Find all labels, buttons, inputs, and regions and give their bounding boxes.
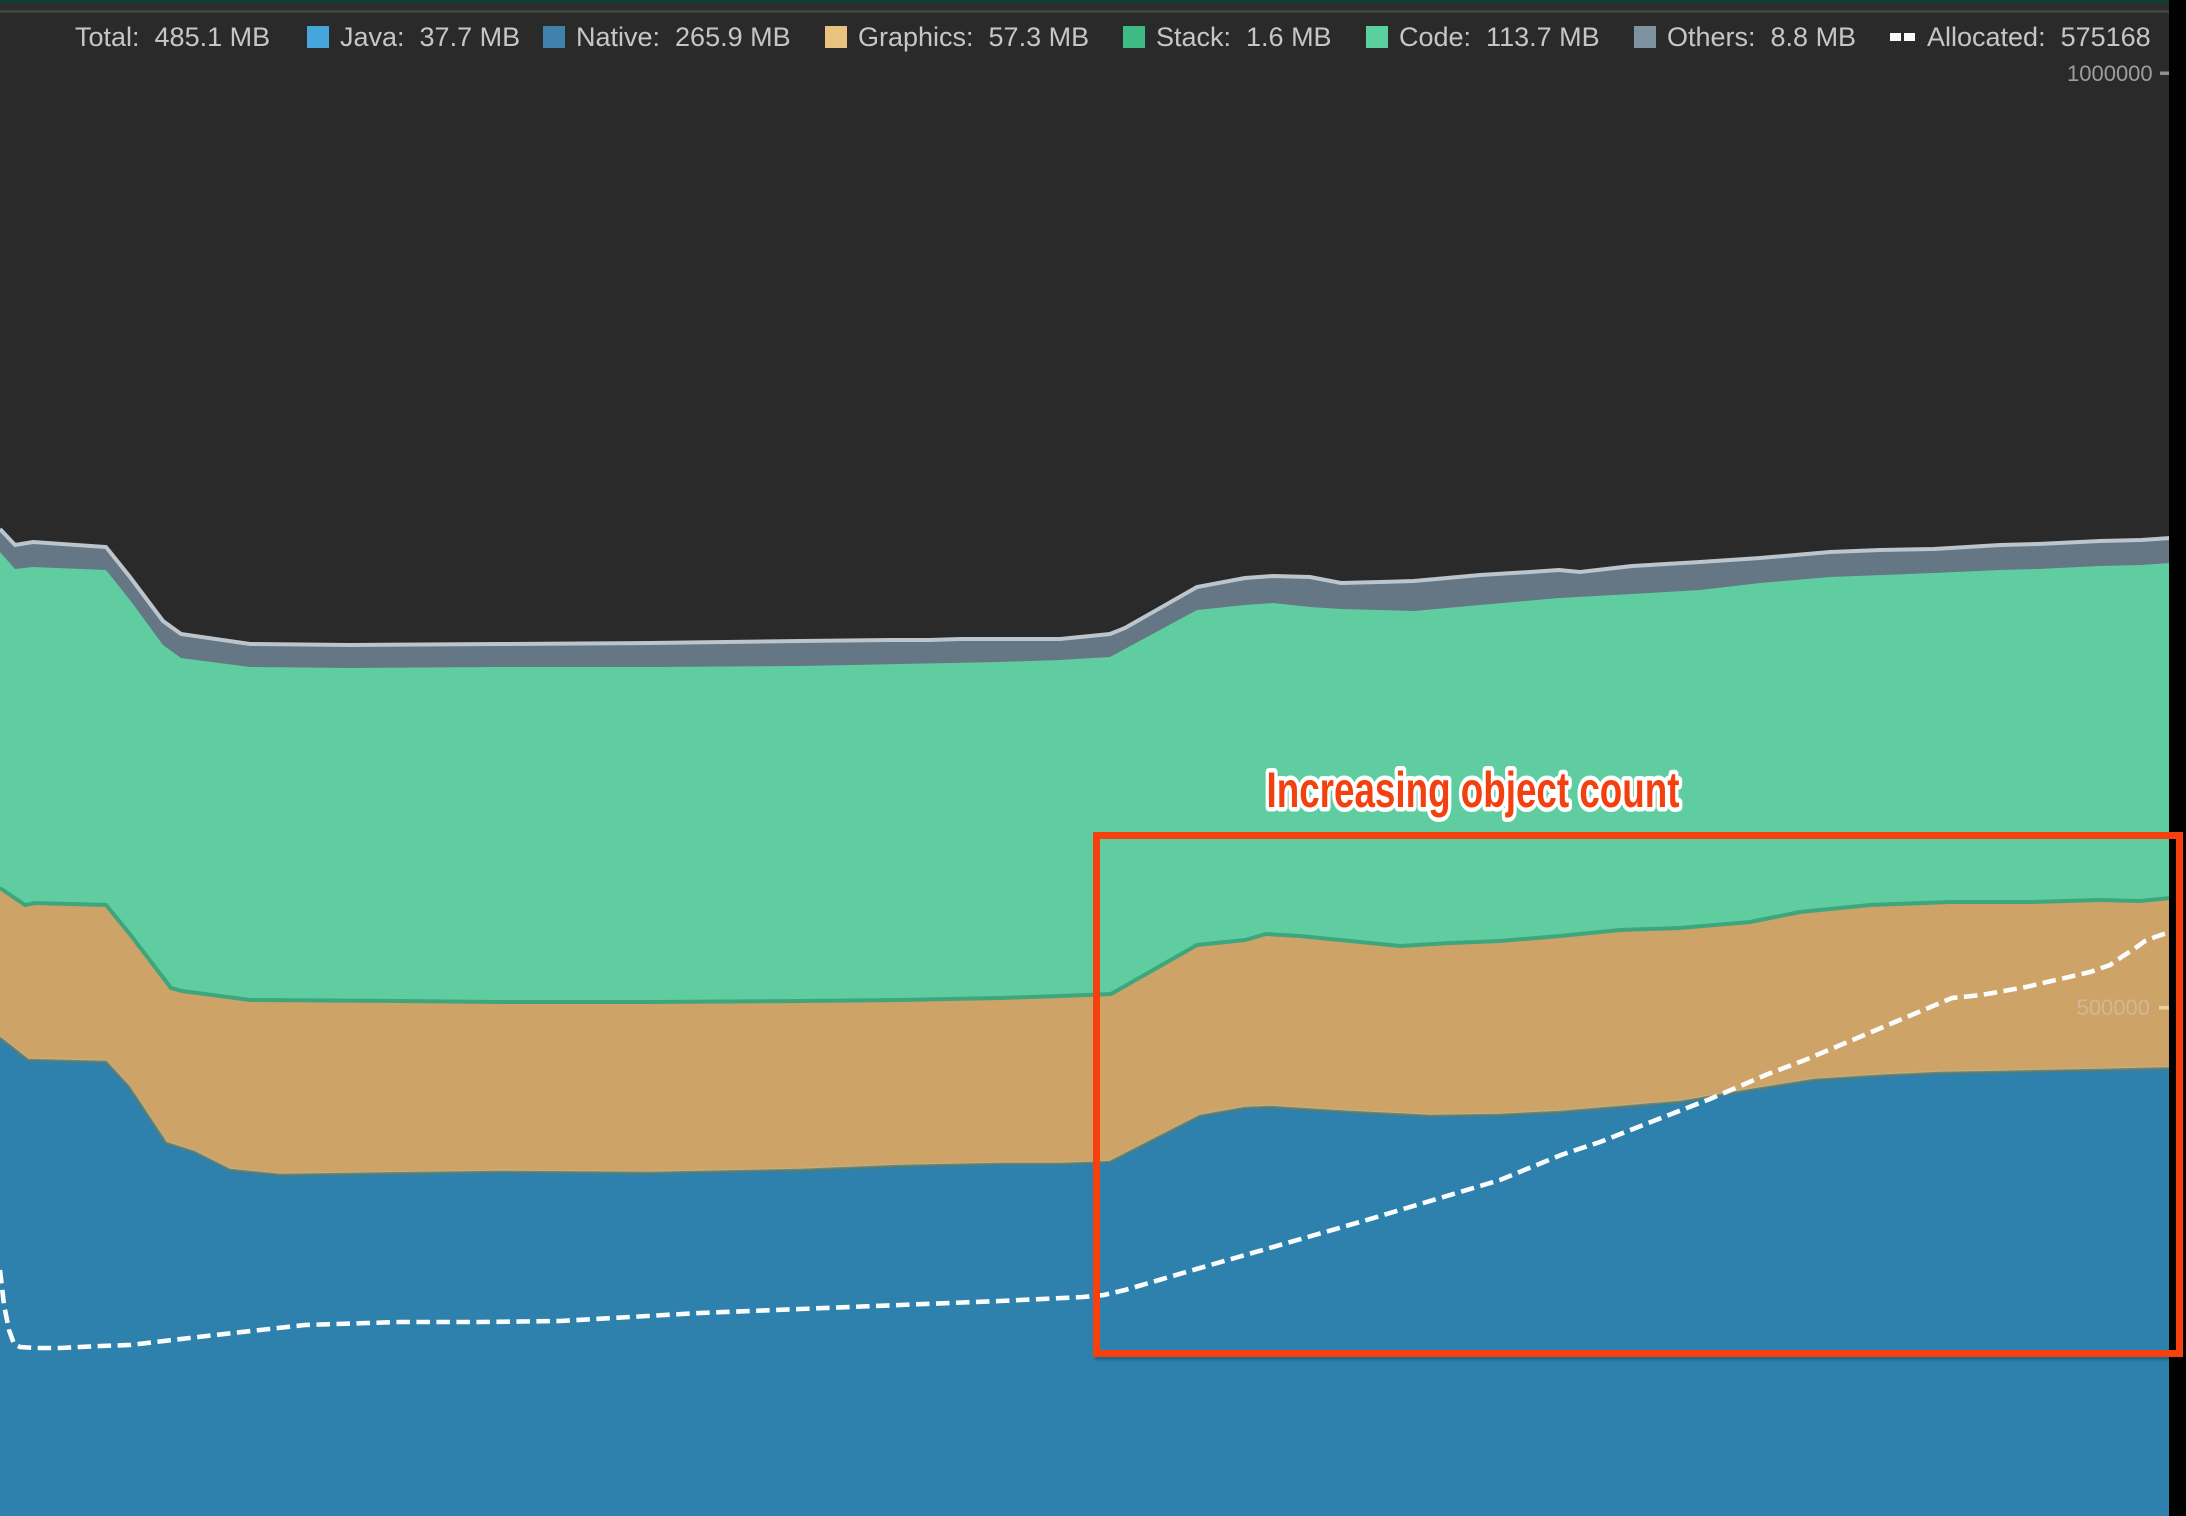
svg-text:Increasing object count: Increasing object count <box>1267 762 1680 818</box>
